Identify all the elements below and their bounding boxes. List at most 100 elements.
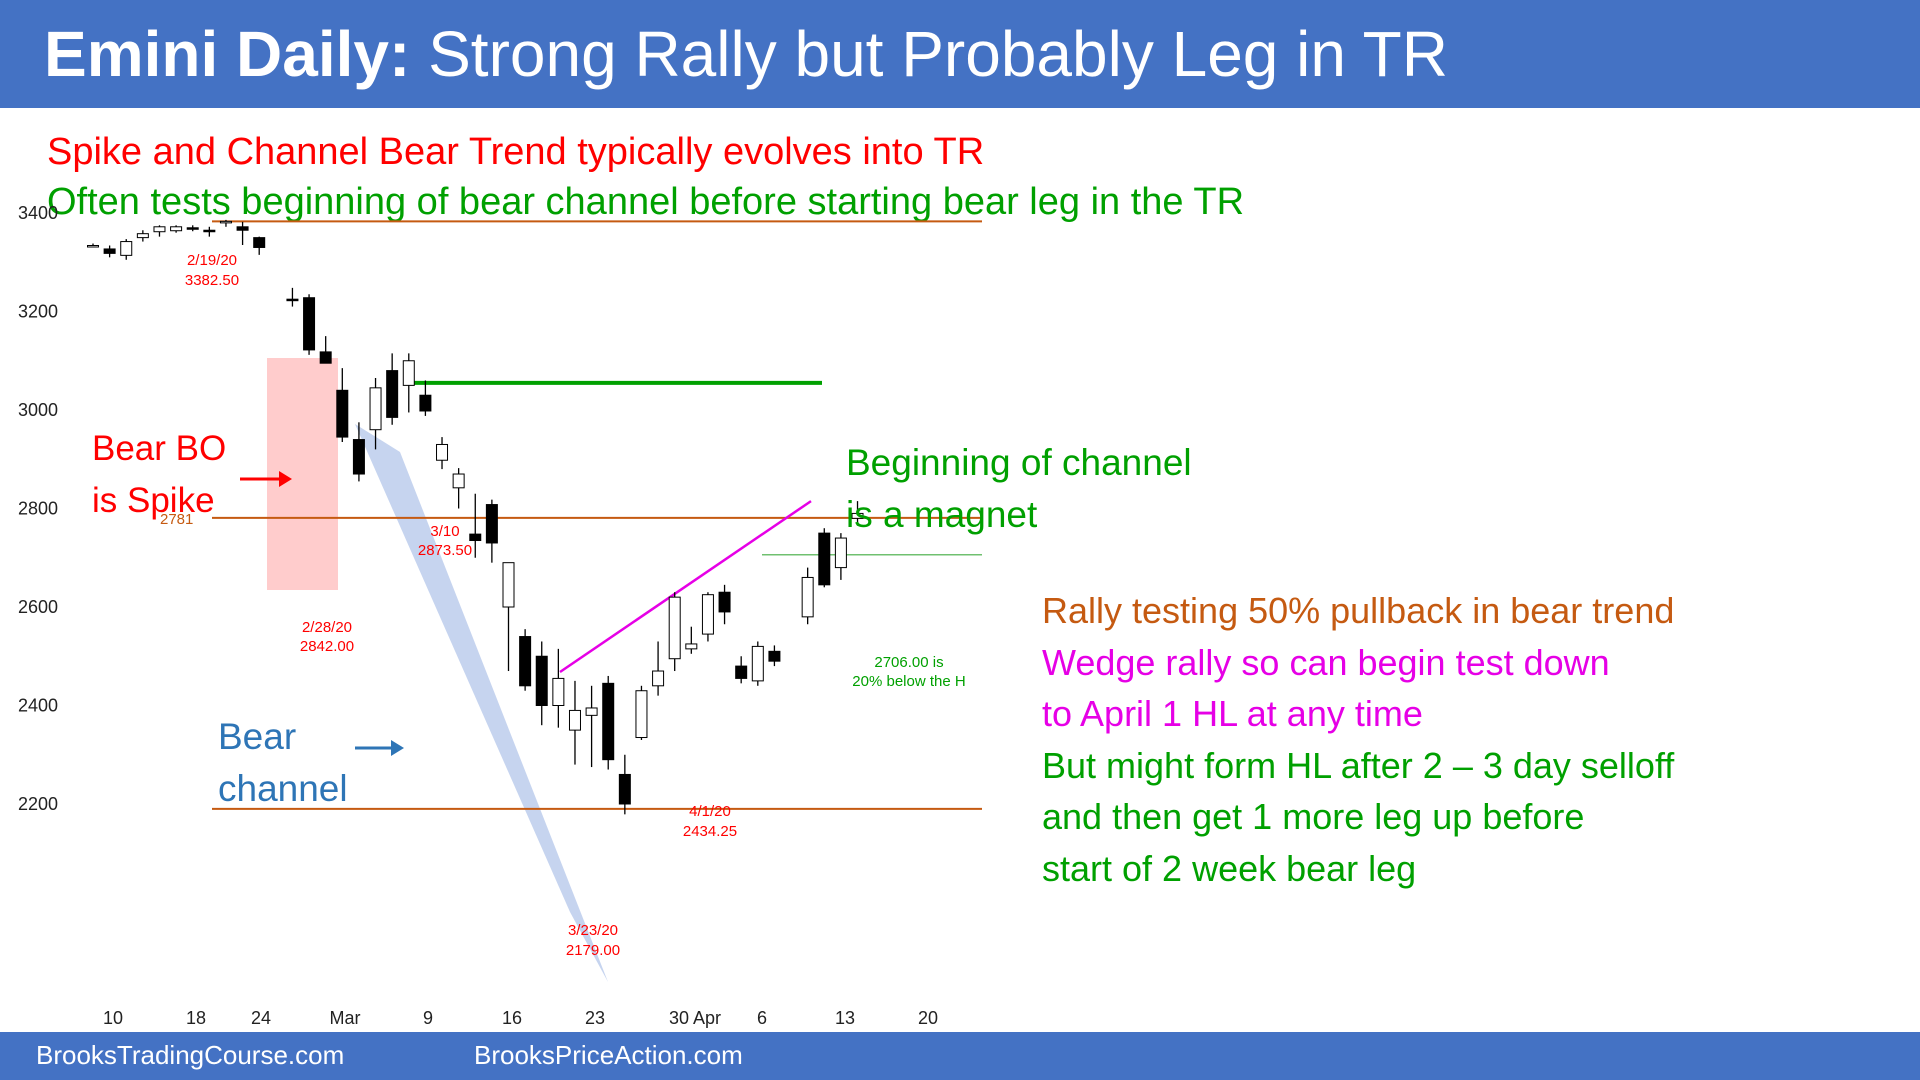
candle-body	[236, 226, 249, 231]
candle-body	[419, 394, 432, 412]
mar23-date-label: 3/23/20	[568, 922, 618, 939]
candle	[153, 225, 166, 237]
candle	[519, 629, 532, 691]
candle-body	[568, 709, 581, 731]
candle	[602, 675, 615, 770]
candle-body	[452, 473, 465, 489]
y-tick-2800: 2800	[18, 499, 58, 519]
candle	[618, 754, 631, 815]
hi-date-label: 2/19/20	[187, 252, 237, 269]
candle-body	[436, 443, 449, 461]
candle-body	[652, 670, 665, 687]
candle	[336, 368, 349, 443]
y-tick-3400: 3400	[18, 203, 58, 223]
candle-body	[718, 591, 731, 613]
spike-zone	[267, 358, 338, 590]
candle	[751, 641, 764, 686]
candle	[502, 562, 515, 672]
candle	[120, 239, 133, 260]
candle-body	[336, 389, 349, 438]
candle	[701, 592, 714, 642]
candle-body	[253, 237, 266, 248]
footer-link-price-action[interactable]: BrooksPriceAction.com	[474, 1040, 743, 1070]
candle-body	[286, 298, 299, 302]
horizontal-lines: 2781	[160, 220, 982, 810]
subhead-spike-channel: Spike and Channel Bear Trend typically e…	[47, 131, 985, 173]
channel-magnet-annotation: Beginning of channel is a magnet	[846, 437, 1192, 541]
bear-bo-line2: is Spike	[92, 481, 215, 520]
candle	[203, 226, 216, 237]
footer-link-trading-course[interactable]: BrooksTradingCourse.com	[36, 1040, 345, 1070]
price-level-label: 2781	[160, 511, 193, 528]
bear-channel-line2: channel	[218, 768, 348, 809]
x-tick: Mar	[330, 1008, 361, 1028]
candle	[253, 236, 266, 255]
apr1-value-label: 2434.25	[683, 823, 737, 840]
y-tick-2400: 2400	[18, 696, 58, 716]
feb28-value-label: 2842.00	[300, 638, 354, 655]
candle-body	[402, 360, 415, 386]
candle	[718, 584, 731, 625]
candle	[402, 353, 415, 413]
line-2706-label-a: 2706.00 is	[874, 654, 943, 671]
candle-body	[170, 226, 183, 232]
mar23-value-label: 2179.00	[566, 942, 620, 959]
bear-channel-annotation: Bear channel	[218, 711, 348, 815]
candle-body	[87, 245, 99, 248]
x-tick: 20	[918, 1008, 938, 1028]
candle	[568, 680, 581, 765]
candle	[768, 645, 781, 667]
mar10-value-label: 2873.50	[418, 542, 472, 559]
hi-value-label: 3382.50	[185, 272, 239, 289]
candle	[186, 225, 199, 232]
title-bar: Emini Daily: Strong Rally but Probably L…	[0, 0, 1920, 108]
candle-body	[751, 645, 764, 682]
candle	[303, 294, 316, 355]
candle-body	[668, 596, 681, 660]
candle-body	[834, 537, 847, 569]
footer-bar: BrooksTradingCourse.com BrooksPriceActio…	[0, 1032, 1920, 1080]
x-tick: 10	[103, 1008, 123, 1028]
rally-line6: start of 2 week bear leg	[1042, 847, 1417, 889]
candle-body	[386, 370, 399, 418]
y-tick-2600: 2600	[18, 597, 58, 617]
bear-channel-zone	[355, 424, 608, 982]
candle-body	[502, 562, 515, 608]
candle-body	[735, 665, 748, 679]
candle	[801, 567, 814, 625]
wedge-trendline	[559, 500, 812, 674]
bear-bo-line1: Bear BO	[92, 429, 227, 468]
candle-body	[535, 655, 548, 706]
candle-body	[153, 226, 166, 233]
candle	[834, 533, 847, 580]
candle-body	[768, 650, 781, 662]
x-tick: 6	[757, 1008, 767, 1028]
candle-body	[103, 248, 116, 254]
candle-body	[602, 682, 615, 761]
candle	[585, 685, 598, 768]
candle-body	[352, 439, 365, 475]
candle	[535, 641, 548, 726]
x-tick: 24	[251, 1008, 271, 1028]
candle	[352, 422, 365, 482]
candle	[236, 221, 249, 246]
candle	[136, 230, 149, 242]
candle	[286, 287, 299, 307]
title-bold: Emini Daily:	[44, 18, 411, 90]
candle	[369, 377, 382, 450]
x-tick: 16	[502, 1008, 522, 1028]
x-tick: 9	[423, 1008, 433, 1028]
candle-body	[801, 576, 814, 618]
candle-body	[585, 707, 598, 716]
title-rest: Strong Rally but Probably Leg in TR	[428, 18, 1448, 90]
candlestick-chart: 2781 3400 3200 3000 2800 2600 2400 2200 …	[18, 203, 982, 1028]
bear-channel-line1: Bear	[218, 716, 297, 757]
candle	[552, 648, 565, 728]
candle-body	[818, 532, 831, 586]
rally-line3: to April 1 HL at any time	[1042, 693, 1423, 734]
candle	[386, 353, 399, 425]
candle	[818, 528, 831, 588]
bear-bo-annotation: Bear BO is Spike	[92, 423, 226, 527]
candle	[452, 468, 465, 509]
candle	[635, 685, 648, 740]
